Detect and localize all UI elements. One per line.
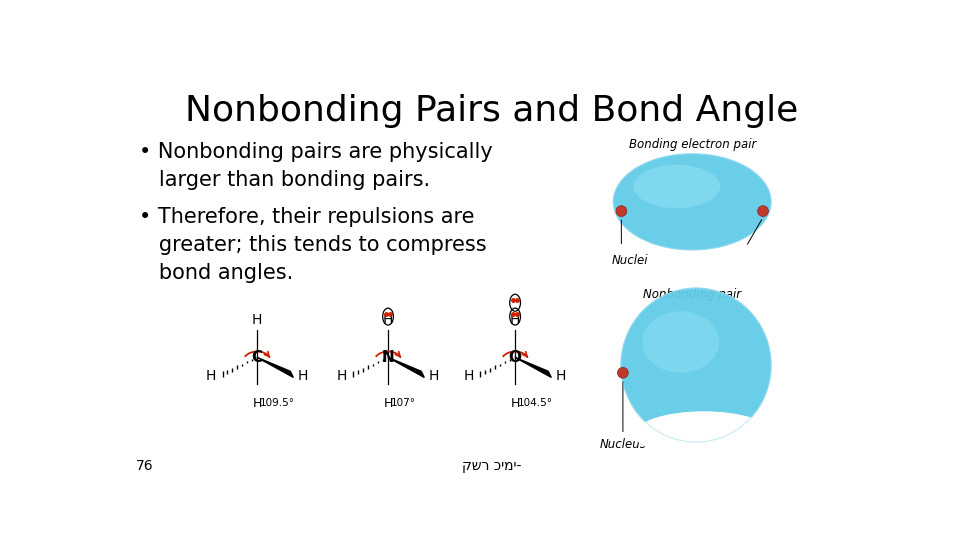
Circle shape bbox=[757, 206, 768, 217]
Polygon shape bbox=[388, 357, 424, 377]
Text: H: H bbox=[383, 397, 393, 410]
Text: Nuclei: Nuclei bbox=[612, 254, 648, 267]
Text: Nonbonding pair: Nonbonding pair bbox=[643, 288, 741, 301]
Ellipse shape bbox=[642, 311, 719, 373]
Text: H: H bbox=[510, 313, 520, 327]
Text: H: H bbox=[252, 397, 262, 410]
Ellipse shape bbox=[621, 288, 771, 442]
Text: Nonbonding Pairs and Bond Angle: Nonbonding Pairs and Bond Angle bbox=[185, 94, 799, 128]
Text: Nucleus: Nucleus bbox=[599, 438, 646, 451]
Text: H: H bbox=[464, 369, 474, 383]
Text: H: H bbox=[511, 397, 519, 410]
Ellipse shape bbox=[634, 165, 720, 208]
Ellipse shape bbox=[613, 154, 771, 250]
Circle shape bbox=[617, 367, 628, 378]
Text: • Therefore, their repulsions are
   greater; this tends to compress
   bond ang: • Therefore, their repulsions are greate… bbox=[139, 207, 487, 284]
Text: 109.5°: 109.5° bbox=[259, 398, 295, 408]
Text: 107°: 107° bbox=[391, 398, 416, 408]
Text: N: N bbox=[382, 350, 395, 365]
Polygon shape bbox=[516, 357, 551, 377]
Text: C: C bbox=[252, 350, 263, 365]
Polygon shape bbox=[257, 357, 294, 377]
Text: • Nonbonding pairs are physically
   larger than bonding pairs.: • Nonbonding pairs are physically larger… bbox=[139, 142, 493, 190]
Ellipse shape bbox=[635, 411, 773, 457]
Text: H: H bbox=[252, 313, 262, 327]
Text: H: H bbox=[429, 369, 440, 383]
Text: 76: 76 bbox=[136, 459, 154, 473]
Text: H: H bbox=[337, 369, 348, 383]
Text: H: H bbox=[556, 369, 566, 383]
Text: 104.5°: 104.5° bbox=[517, 398, 552, 408]
Text: H: H bbox=[383, 313, 394, 327]
Circle shape bbox=[616, 206, 627, 217]
Text: קשר כימי-: קשר כימי- bbox=[463, 459, 521, 473]
Text: O: O bbox=[509, 350, 521, 365]
Text: H: H bbox=[298, 369, 308, 383]
Text: Bonding electron pair: Bonding electron pair bbox=[629, 138, 756, 151]
Text: H: H bbox=[206, 369, 216, 383]
